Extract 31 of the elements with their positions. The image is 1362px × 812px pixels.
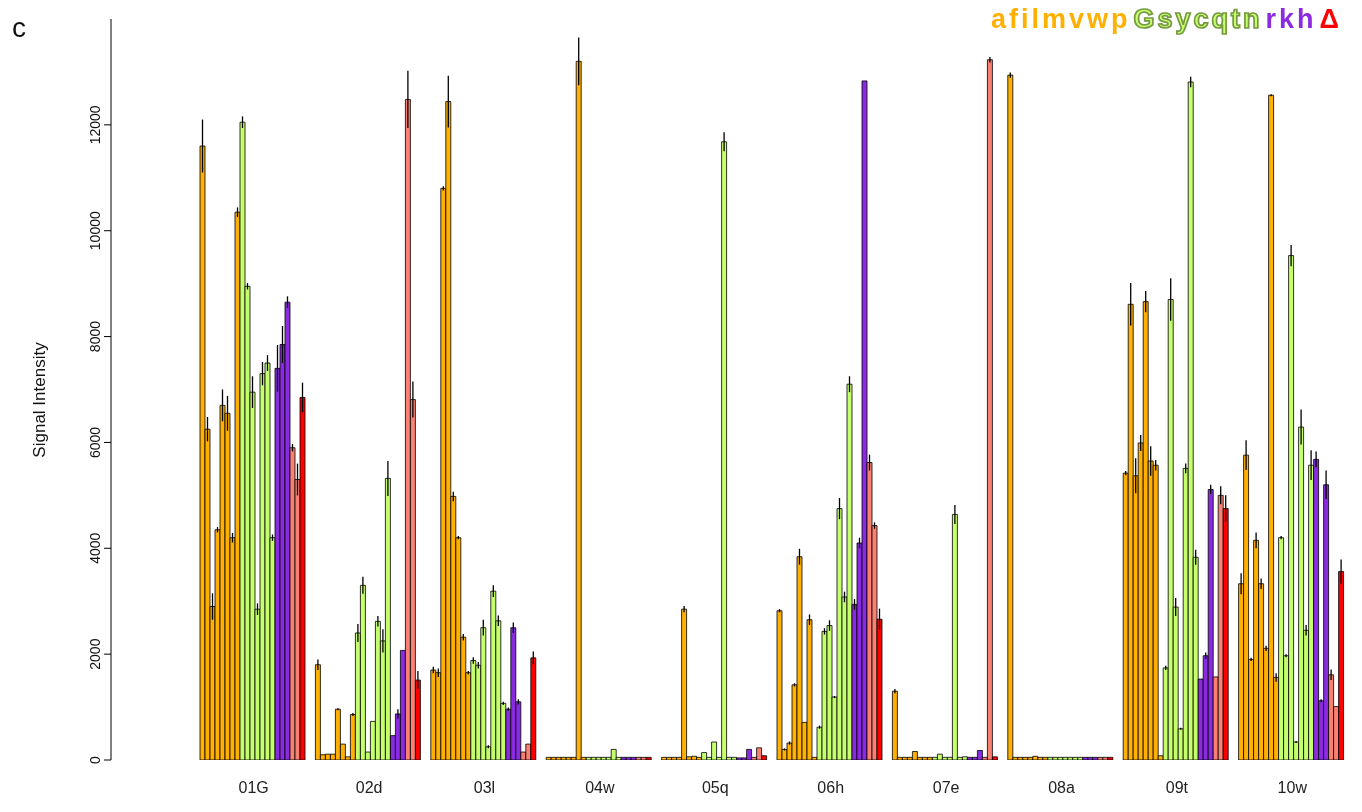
- chart-title: c: [12, 12, 26, 44]
- bar: [645, 756, 652, 760]
- bar: [610, 749, 617, 760]
- x-tick-label: 07e: [932, 779, 960, 797]
- annotation: afilmvwp: [991, 3, 1131, 36]
- x-tick-label: 10w: [1277, 779, 1308, 797]
- x-tick-label: 03l: [473, 779, 496, 797]
- bar: [1207, 489, 1214, 760]
- x-tick-label: 08a: [1048, 779, 1075, 797]
- y-tick-label: 0: [87, 755, 103, 764]
- x-tick-label: 02d: [355, 779, 383, 797]
- annotation: Gsycqtn: [1133, 3, 1263, 36]
- bar: [1007, 74, 1014, 760]
- x-tick-label: 04w: [585, 779, 616, 797]
- y-tick-label: 12000: [87, 105, 103, 145]
- x-tick-label: 06h: [817, 779, 845, 797]
- y-tick-label: 4000: [87, 532, 103, 564]
- x-tick-label: 05q: [701, 779, 729, 797]
- y-axis-title: Signal Intensity: [30, 342, 50, 458]
- annotation: Δ: [1319, 3, 1342, 36]
- annotation: rkh: [1265, 3, 1317, 36]
- bar: [430, 669, 437, 760]
- x-tick-label: 09t: [1165, 779, 1189, 797]
- bar: [776, 610, 783, 760]
- x-tick-label: 01G: [238, 779, 269, 797]
- y-tick-label: 2000: [87, 638, 103, 670]
- y-tick-label: 8000: [87, 320, 103, 353]
- bar: [892, 690, 898, 760]
- y-tick-label: 6000: [87, 426, 103, 459]
- bar: [1152, 464, 1159, 760]
- y-tick-label: 10000: [87, 211, 103, 251]
